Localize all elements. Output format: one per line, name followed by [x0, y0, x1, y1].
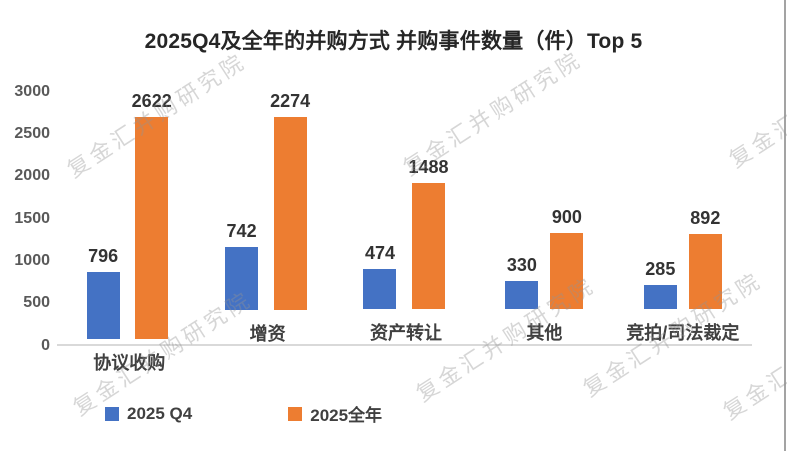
window-right-edge [784, 0, 786, 451]
bar-column: 2274 [270, 91, 310, 310]
bar-group: 474 1488 资产转让 [337, 91, 475, 345]
value-label: 285 [645, 258, 676, 279]
bar [273, 117, 307, 310]
value-label: 900 [551, 206, 582, 227]
bar-column: 796 [86, 245, 120, 339]
bar-column: 892 [688, 207, 722, 309]
legend-label: 2025 Q4 [127, 403, 193, 423]
bar-column: 330 [505, 255, 539, 309]
value-label: 892 [690, 207, 721, 228]
category-label: 增资 [249, 323, 286, 344]
value-label: 474 [364, 242, 395, 263]
category-label: 竞拍/司法裁定 [626, 323, 740, 343]
value-label: 1488 [408, 157, 449, 177]
y-axis-tick-label: 500 [23, 294, 50, 312]
legend-item-2025q4: 2025 Q4 [105, 404, 192, 424]
legend-swatch-blue [105, 406, 119, 421]
bar [412, 183, 445, 309]
y-axis: 0 500 1000 1500 2000 2500 3000 [0, 0, 50, 451]
y-axis-tick-label: 1500 [14, 209, 50, 227]
bar-column: 900 [550, 206, 584, 309]
x-axis-line [57, 344, 752, 346]
legend-label: 2025全年 [310, 406, 383, 425]
value-label: 796 [88, 245, 119, 266]
bar-column: 474 [363, 242, 397, 309]
legend-swatch-orange [288, 406, 303, 421]
legend-item-2025-full-year: 2025全年 [288, 401, 382, 426]
bar-column: 285 [643, 258, 677, 309]
bar-pair: 330 900 [505, 91, 584, 309]
value-label: 742 [226, 220, 257, 241]
category-label: 其他 [526, 323, 563, 343]
chart-title: 2025Q4及全年的并购方式 并购事件数量（件）Top 5 [144, 30, 643, 53]
y-axis-tick-label: 2500 [14, 124, 50, 142]
bar-pair: 796 2622 [86, 91, 172, 339]
value-label: 330 [506, 255, 537, 276]
bar-group: 796 2622 协议收购 [60, 91, 198, 373]
bar-column: 742 [225, 220, 259, 310]
bar-group: 285 892 竞拍/司法裁定 [614, 91, 752, 345]
value-label: 2274 [270, 91, 311, 111]
category-label: 资产转让 [370, 323, 443, 343]
bar-pair: 474 1488 [363, 91, 449, 309]
plot-area: 796 2622 协议收购 742 2274 增资 474 1488 资产转让 330 900 其他 2… [60, 91, 752, 373]
bar-column: 1488 [408, 157, 449, 309]
bar [643, 284, 677, 309]
bar-pair: 742 2274 [225, 91, 310, 310]
y-axis-tick-label: 3000 [14, 82, 50, 100]
category-label: 协议收购 [93, 353, 166, 373]
y-axis-tick-label: 0 [41, 336, 50, 354]
bar [688, 233, 722, 309]
bar-group: 330 900 其他 [475, 91, 613, 345]
bar-column: 2622 [132, 91, 172, 339]
bar [363, 268, 397, 309]
bar-pair: 285 892 [643, 91, 722, 309]
bar-group: 742 2274 增资 [198, 91, 336, 345]
y-axis-tick-label: 2000 [14, 167, 50, 185]
legend: 2025 Q4 2025全年 [105, 401, 382, 426]
bar [505, 281, 539, 309]
value-label: 2622 [131, 91, 172, 111]
y-axis-tick-label: 1000 [14, 251, 50, 269]
bar [86, 271, 120, 339]
bar [225, 246, 259, 310]
bar [135, 117, 169, 339]
bar [550, 232, 584, 309]
